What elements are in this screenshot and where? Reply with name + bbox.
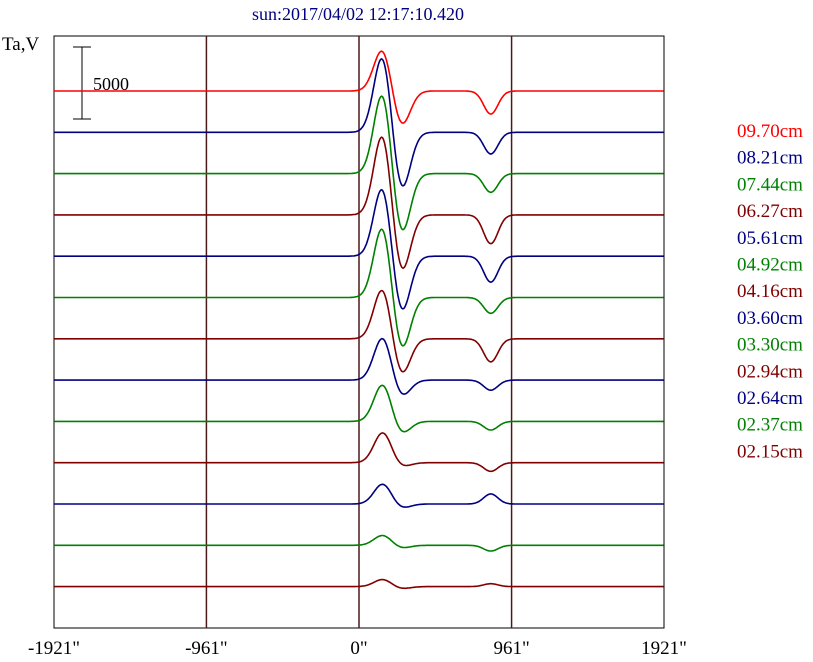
series-trace-07.44cm: [54, 95, 664, 231]
series-trace-02.64cm: [54, 483, 664, 508]
series-trace-05.61cm: [54, 188, 664, 310]
y-axis-label: Ta,V: [2, 34, 39, 55]
chart-title: sun:2017/04/02 12:17:10.420: [252, 4, 464, 24]
x-tick-labels: -1921" -961" 0" 961" 1921": [28, 638, 687, 659]
vertical-gridlines: [205, 36, 513, 628]
series-trace-09.70cm: [54, 50, 664, 124]
x-tick-label-1: -961": [185, 638, 228, 659]
legend-entry-06.27cm: 06.27cm: [737, 201, 803, 222]
legend-entry-02.94cm: 02.94cm: [737, 361, 803, 382]
series-trace-04.92cm: [54, 228, 664, 347]
legend-entry-02.64cm: 02.64cm: [737, 388, 803, 409]
x-tick-label-0: -1921": [28, 638, 80, 659]
legend-entry-08.21cm: 08.21cm: [737, 148, 803, 169]
scale-bar-label: 5000: [93, 74, 129, 94]
x-tick-label-4: 1921": [641, 638, 687, 659]
legend-entry-07.44cm: 07.44cm: [737, 174, 803, 195]
series-trace-03.60cm: [54, 337, 664, 395]
series-trace-02.94cm: [54, 432, 664, 473]
series-trace-03.30cm: [54, 384, 664, 433]
legend-entry-04.16cm: 04.16cm: [737, 281, 803, 302]
legend-entry-05.61cm: 05.61cm: [737, 228, 803, 249]
x-tick-label-2: 0": [350, 638, 367, 659]
legend-entry-02.15cm: 02.15cm: [737, 441, 803, 462]
series-trace-04.16cm: [54, 289, 664, 373]
x-tick-label-3: 961": [493, 638, 529, 659]
legend-entry-03.30cm: 03.30cm: [737, 335, 803, 356]
scale-bar: 5000: [73, 46, 129, 120]
legend-entry-04.92cm: 04.92cm: [737, 255, 803, 276]
series-traces: [54, 50, 664, 590]
series-trace-08.21cm: [54, 57, 664, 187]
series-trace-02.15cm: [54, 578, 664, 590]
legend-entry-02.37cm: 02.37cm: [737, 415, 803, 436]
legend: 09.70cm 08.21cm 07.44cm 06.27cm 05.61cm 04.92…: [737, 121, 803, 462]
legend-entry-03.60cm: 03.60cm: [737, 308, 803, 329]
legend-entry-09.70cm: 09.70cm: [737, 121, 803, 142]
series-trace-02.37cm: [54, 534, 664, 552]
series-trace-06.27cm: [54, 136, 664, 269]
